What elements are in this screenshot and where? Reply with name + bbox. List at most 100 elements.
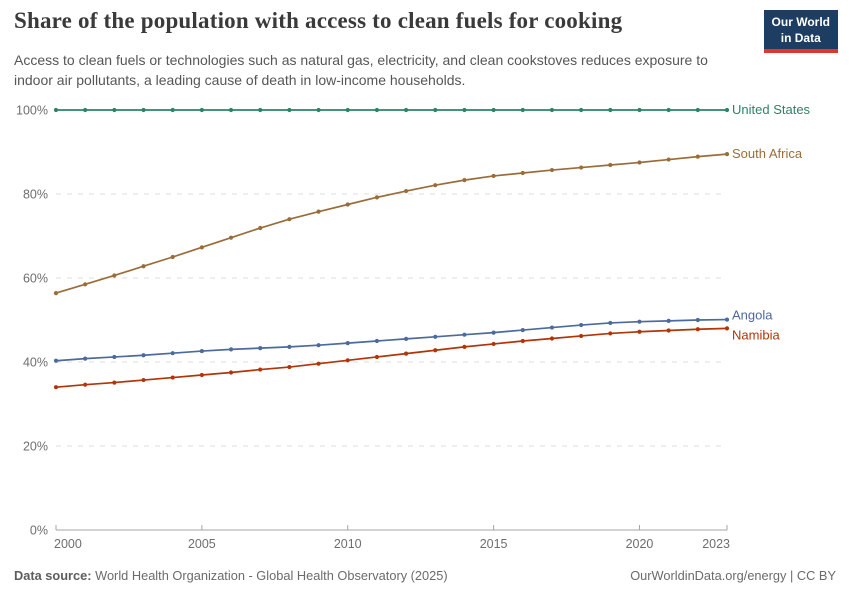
data-point [170,107,175,113]
x-tick-label: 2020 [626,537,654,551]
data-point [141,377,146,383]
data-point [462,344,467,349]
data-point [228,235,234,240]
footer: Data source: World Health Organization -… [14,568,836,583]
data-point [345,358,350,363]
line-chart: 0% 20% 40% 60% 80% 100% 2000 2005 2010 2015 2020 20… [0,95,850,565]
series-line-namibia [55,327,728,389]
data-point [53,385,59,390]
data-point [549,107,555,113]
series-label-united-states[interactable]: United States [732,102,811,117]
data-point [579,107,584,113]
x-tick-label: 2015 [480,537,508,551]
data-point [433,107,438,113]
data-point [724,326,730,331]
footer-license-link[interactable]: OurWorldinData.org/energy | CC BY [630,568,836,583]
data-point [403,107,409,113]
data-point [666,328,671,333]
data-point [228,370,234,375]
data-point [608,107,613,113]
data-point [433,183,438,188]
series-label-angola[interactable]: Angola [732,308,773,323]
data-point [549,336,555,341]
data-point [345,202,350,207]
data-point [258,225,263,231]
data-point [579,165,584,170]
data-point [53,291,59,296]
data-point [112,273,117,278]
logo-line-2: in Data [780,30,821,45]
data-point [549,167,555,173]
line-chart-svg: 0% 20% 40% 60% 80% 100% 2000 2005 2010 2015 2020 20… [16,102,811,551]
x-tick-label: 2000 [54,537,82,551]
data-point [491,341,496,347]
data-point [433,348,438,353]
data-point [374,338,380,344]
data-point [83,356,88,361]
data-point [724,107,730,113]
data-point [199,107,204,113]
data-point [287,364,292,370]
data-point [520,170,525,176]
data-point [316,343,321,348]
data-point [345,107,350,113]
data-point [491,107,496,113]
y-tick-label: 0% [30,524,48,538]
data-point [403,336,409,341]
data-point [491,330,496,335]
data-point [141,107,146,113]
data-point [637,160,642,165]
data-point [83,382,88,387]
data-point [287,217,292,222]
chart-subtitle: Access to clean fuels or technologies su… [14,52,708,88]
series-label-south-africa[interactable]: South Africa [732,146,803,161]
series-line-angola [55,318,728,362]
data-point [579,333,584,339]
data-point [112,107,117,113]
data-point [316,361,321,366]
data-point [170,351,175,356]
data-point [695,327,700,332]
data-point [666,318,671,323]
data-source-value: World Health Organization - Global Healt… [95,568,448,583]
data-point [112,354,117,360]
x-tick-label: 2010 [334,537,362,551]
data-point [549,325,555,330]
data-point [608,162,613,168]
data-point [520,107,525,113]
data-point [228,107,234,113]
x-tick-label: 2023 [702,537,730,551]
data-point [112,380,117,385]
data-point [608,331,613,336]
y-tick-label: 80% [23,188,48,202]
data-point [695,107,700,113]
y-tick-label: 60% [23,272,48,286]
data-point [520,327,525,333]
data-point [345,341,350,346]
data-point [637,107,642,113]
data-point [287,107,292,113]
data-point [258,107,263,113]
data-point [724,317,730,322]
data-point [228,347,234,352]
data-point [520,338,525,344]
data-point [637,329,642,334]
data-point [170,254,175,260]
data-point [637,319,642,324]
data-point [666,157,671,162]
data-point [666,107,671,113]
data-point [403,188,409,194]
data-point [433,334,438,339]
series-label-namibia[interactable]: Namibia [732,327,780,342]
data-point [53,358,59,363]
y-tick-label: 40% [23,356,48,370]
data-point [141,264,146,269]
page-title: Share of the population with access to c… [14,8,623,33]
y-tick-label: 100% [16,104,48,118]
data-point [579,322,584,328]
series-line-south-africa [55,153,728,294]
data-point [258,346,263,351]
data-point [199,348,204,354]
x-tick-label: 2005 [188,537,216,551]
